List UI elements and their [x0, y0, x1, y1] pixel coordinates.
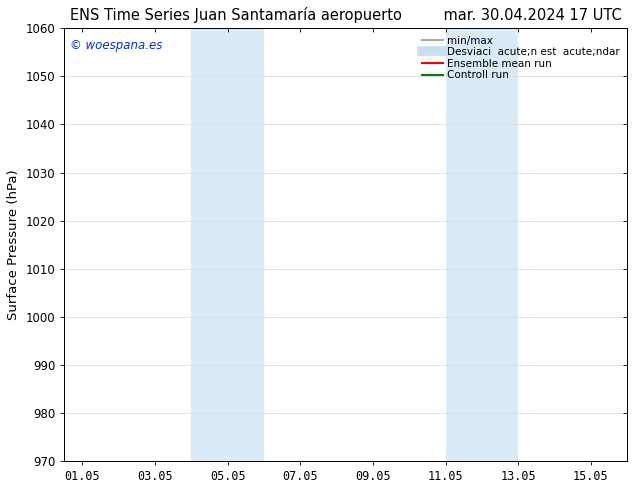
Y-axis label: Surface Pressure (hPa): Surface Pressure (hPa)	[7, 170, 20, 320]
Text: © woespana.es: © woespana.es	[70, 39, 162, 52]
Title: ENS Time Series Juan Santamaría aeropuerto         mar. 30.04.2024 17 UTC: ENS Time Series Juan Santamaría aeropuer…	[70, 7, 621, 23]
Bar	[191, 28, 264, 461]
Legend: min/max, Desviaci  acute;n est  acute;ndar, Ensemble mean run, Controll run: min/max, Desviaci acute;n est acute;ndar…	[420, 33, 622, 82]
Bar	[446, 28, 518, 461]
